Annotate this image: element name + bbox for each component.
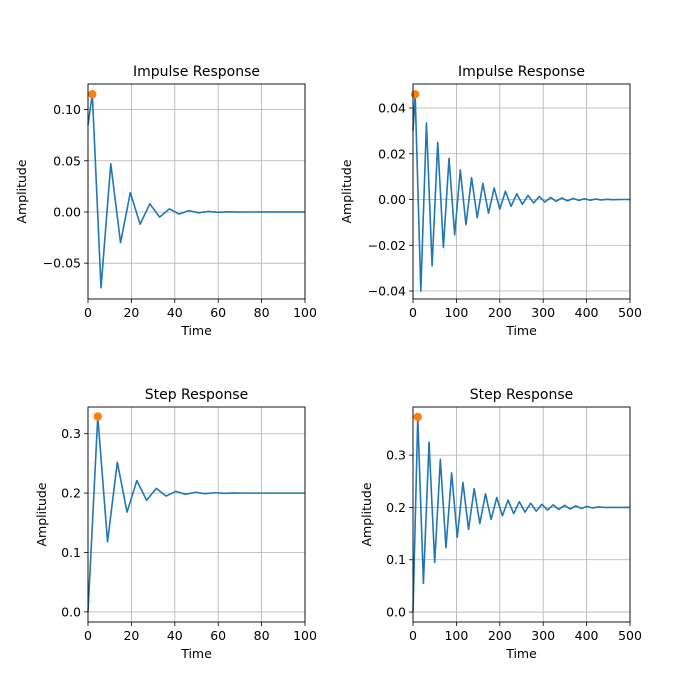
x-tick-label: 0 — [84, 305, 92, 320]
peak-marker — [93, 412, 102, 421]
y-axis-label: Amplitude — [34, 482, 49, 546]
x-tick-label: 0 — [409, 305, 417, 320]
axes-frame — [412, 406, 631, 623]
axes-frame — [87, 406, 306, 623]
x-tick-label: 400 — [575, 628, 599, 643]
x-tick-label: 60 — [210, 305, 226, 320]
x-tick-label: 500 — [618, 628, 642, 643]
y-tick-label: 0.1 — [61, 545, 81, 560]
y-tick-label: 0.02 — [378, 146, 406, 161]
y-tick-label: 0.3 — [61, 426, 81, 441]
x-tick-label: 80 — [254, 628, 270, 643]
x-tick-label: 0 — [409, 628, 417, 643]
y-tick-label: 0.2 — [61, 486, 81, 501]
y-tick-label: 0.04 — [378, 101, 406, 116]
subplot-2: 0 100 200 300 400 500 −0.04 −0.02 0.00 0.02 0.04 Im… — [339, 64, 642, 338]
x-axis-label: Time — [505, 323, 537, 338]
chart-title: Step Response — [145, 387, 249, 403]
y-tick-label: −0.05 — [43, 256, 81, 271]
axes-frame — [412, 83, 631, 300]
y-tick-label: 0.05 — [53, 153, 81, 168]
series-line — [412, 93, 630, 292]
y-tick-label: 0.00 — [53, 204, 81, 219]
y-axis-label: Amplitude — [14, 159, 29, 223]
y-axis-label: Amplitude — [359, 482, 374, 546]
y-tick-label: 0.10 — [53, 102, 81, 117]
chart-title: Impulse Response — [458, 64, 585, 80]
y-tick-label: 0.0 — [61, 604, 81, 619]
subplot-1: 0 20 40 60 80 100 −0.05 0.00 0.05 0.10 Impulse Res… — [14, 64, 317, 338]
x-tick-label: 400 — [575, 305, 599, 320]
y-tick-label: 0.3 — [386, 448, 406, 463]
peak-marker — [410, 90, 420, 99]
x-axis-label: Time — [505, 646, 537, 661]
y-tick-label: 0.2 — [386, 500, 406, 515]
y-tick-label: 0.1 — [386, 552, 406, 567]
series-line — [412, 416, 630, 613]
x-tick-label: 0 — [84, 628, 92, 643]
series-line — [87, 93, 305, 289]
x-tick-label: 300 — [531, 305, 555, 320]
x-tick-label: 100 — [293, 305, 317, 320]
x-axis-label: Time — [180, 646, 212, 661]
chart-title: Step Response — [470, 387, 574, 403]
chart-title: Impulse Response — [133, 64, 260, 80]
y-tick-label: 0.0 — [386, 605, 406, 620]
subplot-4: 0 100 200 300 400 500 0.0 0.1 0.2 0.3 Step Respons… — [359, 387, 642, 661]
peak-marker — [88, 90, 97, 99]
x-axis-label: Time — [180, 323, 212, 338]
y-axis-label: Amplitude — [339, 159, 354, 223]
y-tick-label: −0.04 — [368, 283, 406, 298]
x-tick-label: 300 — [531, 628, 555, 643]
y-tick-label: 0.00 — [378, 192, 406, 207]
x-tick-label: 40 — [167, 305, 183, 320]
subplot-3: 0 20 40 60 80 100 0.0 0.1 0.2 0.3 Step Response Tim… — [34, 387, 317, 661]
x-tick-label: 40 — [167, 628, 183, 643]
x-tick-label: 200 — [488, 305, 512, 320]
series-line — [87, 415, 305, 612]
x-tick-label: 100 — [444, 305, 468, 320]
peak-marker — [413, 412, 422, 422]
axes-frame — [87, 83, 306, 300]
x-tick-label: 200 — [488, 628, 512, 643]
x-tick-label: 500 — [618, 305, 642, 320]
x-tick-label: 60 — [210, 628, 226, 643]
x-tick-label: 20 — [123, 628, 139, 643]
x-tick-label: 100 — [293, 628, 317, 643]
x-tick-label: 20 — [123, 305, 139, 320]
x-tick-label: 100 — [444, 628, 468, 643]
y-tick-label: −0.02 — [368, 238, 406, 253]
x-tick-label: 80 — [254, 305, 270, 320]
